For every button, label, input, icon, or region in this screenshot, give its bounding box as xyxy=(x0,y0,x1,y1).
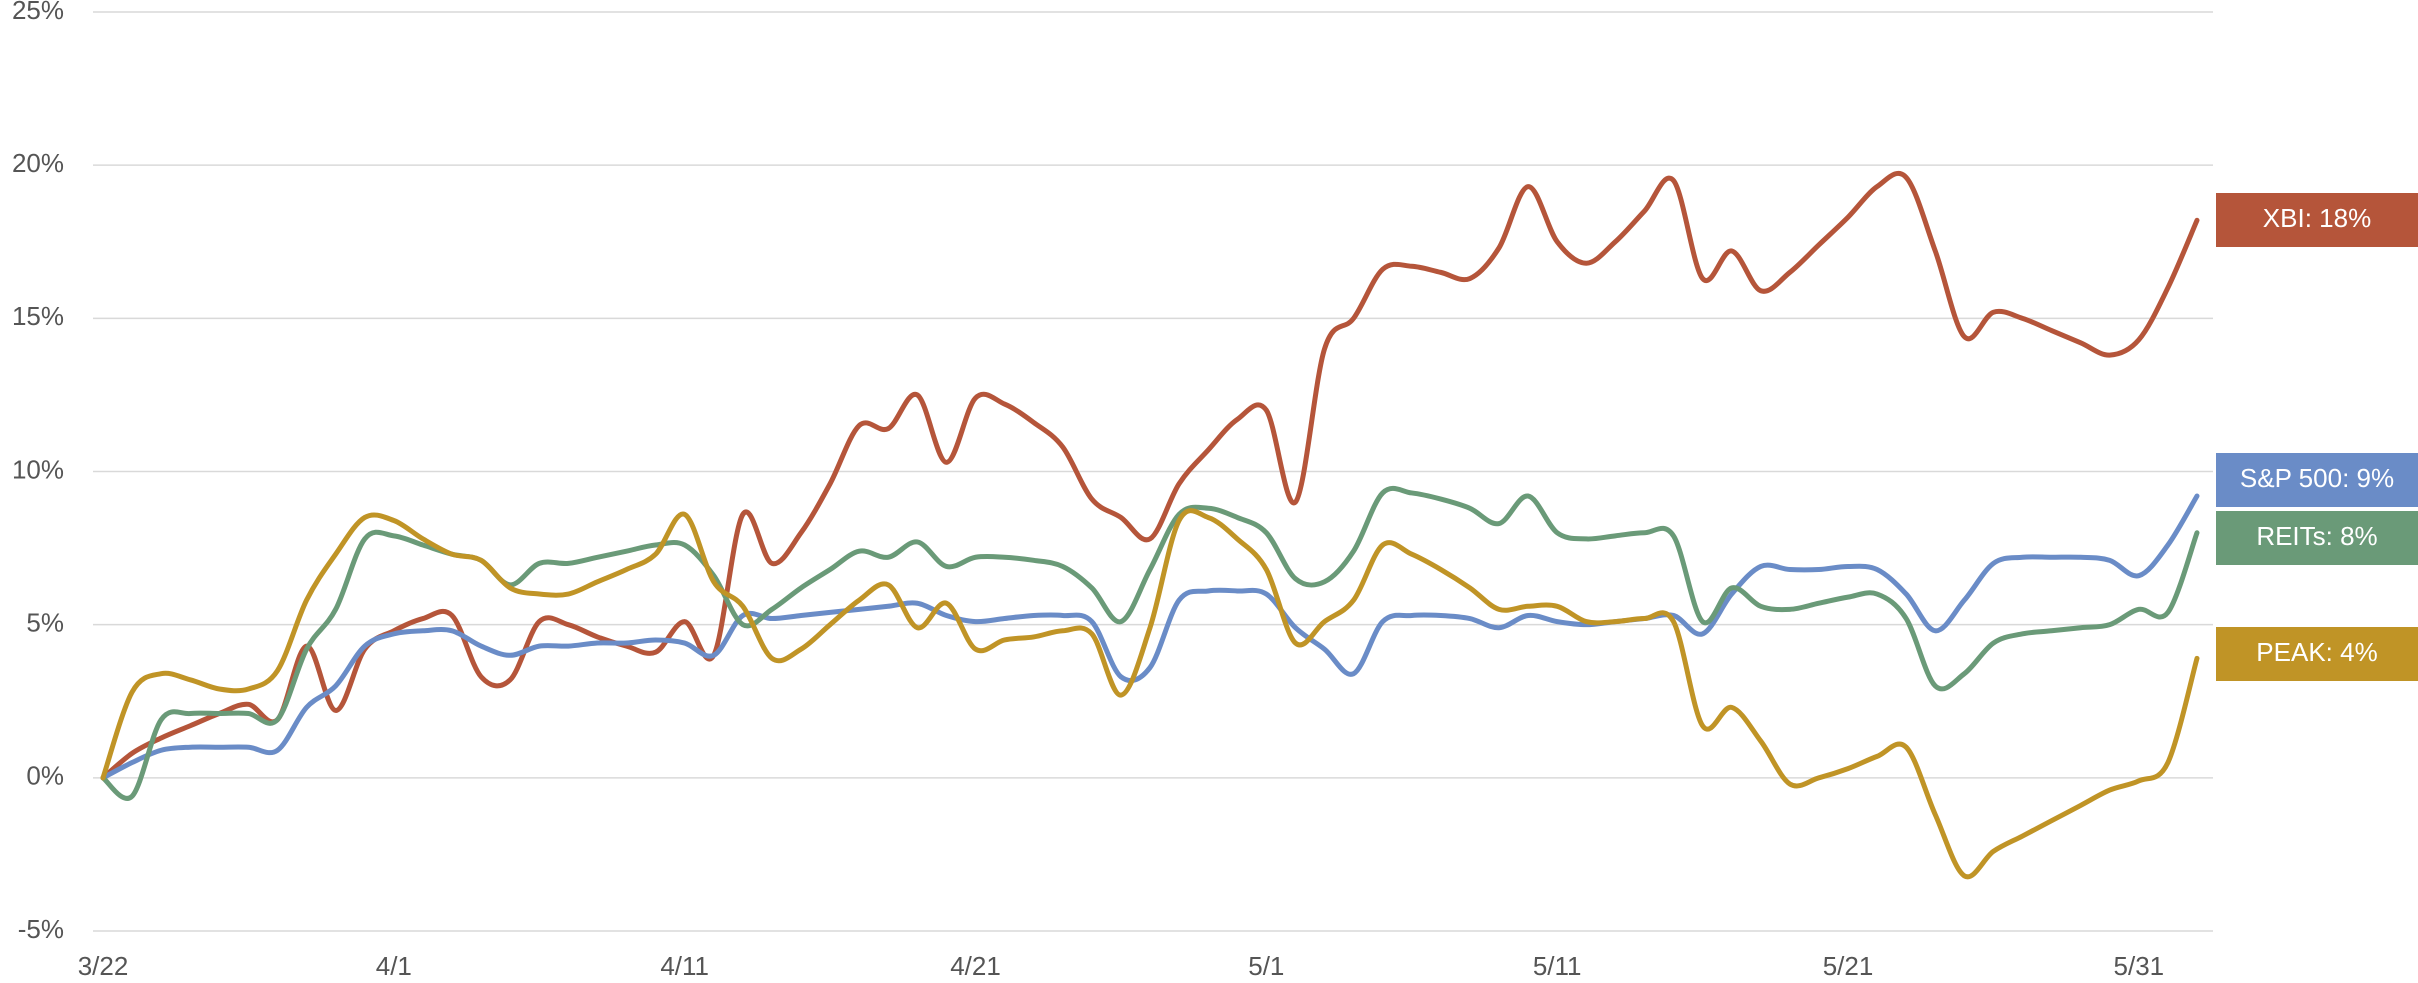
end-label: REITs: 8% xyxy=(2256,521,2377,551)
end-label-box xyxy=(2216,511,2418,565)
y-tick-label: 20% xyxy=(12,148,64,178)
end-label-box xyxy=(2216,453,2418,507)
y-tick-label: 25% xyxy=(12,0,64,25)
x-tick-label: 4/1 xyxy=(376,951,412,981)
x-tick-label: 5/31 xyxy=(2114,951,2165,981)
x-tick-label: 5/11 xyxy=(1533,951,1582,981)
y-tick-label: 15% xyxy=(12,301,64,331)
x-tick-label: 5/21 xyxy=(1823,951,1874,981)
series-line xyxy=(100,170,2200,781)
y-tick-label: 5% xyxy=(26,608,64,638)
end-label: XBI: 18% xyxy=(2263,203,2371,233)
end-label: S&P 500: 9% xyxy=(2240,463,2394,493)
y-tick-label: -5% xyxy=(18,914,64,944)
end-label: PEAK: 4% xyxy=(2256,637,2377,667)
y-tick-label: 0% xyxy=(26,761,64,791)
series-line xyxy=(100,493,2200,781)
end-label-box xyxy=(2216,627,2418,681)
y-tick-label: 10% xyxy=(12,454,64,484)
series-line xyxy=(100,508,2200,880)
x-tick-label: 3/22 xyxy=(78,951,129,981)
x-tick-label: 4/21 xyxy=(950,951,1001,981)
x-tick-label: 5/1 xyxy=(1248,951,1284,981)
end-label-box xyxy=(2216,193,2418,247)
x-tick-label: 4/11 xyxy=(660,951,709,981)
